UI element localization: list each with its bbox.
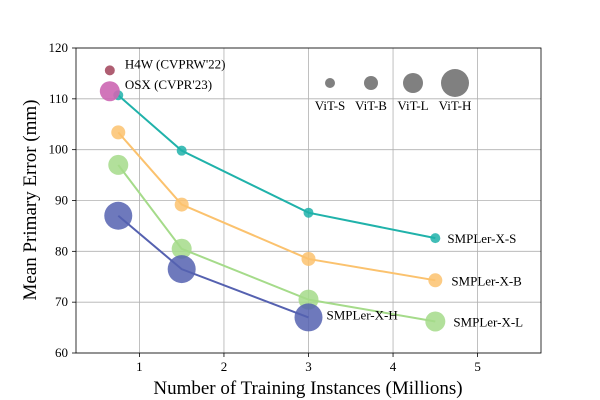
series-label: SMPLer-X-H [327,307,398,322]
size-legend-label: ViT-B [355,98,387,113]
x-tick-label: 4 [390,359,397,374]
series-label: SMPLer-X-S [447,231,516,246]
data-point [430,233,441,244]
axis-ticks: 1 2 3 4 5 60 70 80 90 100 110 120 [49,40,481,374]
size-legend-marker [364,76,378,90]
y-tick-label: 80 [55,243,68,258]
data-point [425,311,446,332]
y-tick-label: 100 [49,142,69,157]
series-line [117,131,436,282]
data-point [104,201,133,230]
y-axis-title: Mean Primary Error (mm) [20,99,41,300]
size-legend-label: ViT-L [397,98,428,113]
size-legend-marker [325,78,335,88]
data-point [174,197,189,212]
baseline-label: H4W (CVPRW'22) [125,56,226,71]
data-points [104,90,446,332]
size-legend-label: ViT-S [315,98,346,113]
data-point [111,125,126,140]
x-tick-label: 3 [305,359,312,374]
size-legend-marker [403,73,423,93]
series-label: SMPLer-X-L [453,314,523,329]
series-label: SMPLer-X-B [451,273,522,288]
data-point [303,207,314,218]
data-point [167,255,196,284]
x-tick-label: 2 [221,359,228,374]
data-point [294,303,323,332]
data-point [301,251,316,266]
y-tick-label: 120 [49,40,69,55]
series-labels: SMPLer-X-S SMPLer-X-B SMPLer-X-L SMPLer-X-H [327,231,524,329]
x-axis-title: Number of Training Instances (Millions) [153,378,462,399]
size-legend-marker [441,69,469,97]
data-point [176,145,187,156]
x-tick-label: 1 [136,359,143,374]
data-point [428,273,443,288]
series-line [117,94,436,240]
series-line [117,164,436,323]
baseline-points: H4W (CVPRW'22) OSX (CVPR'23) [99,56,226,102]
data-point [171,238,192,259]
size-legend: ViT-S ViT-B ViT-L ViT-H [315,69,472,113]
data-point [108,154,129,175]
baseline-label: OSX (CVPR'23) [125,77,212,92]
size-legend-label: ViT-H [439,98,472,113]
y-tick-label: 110 [49,91,68,106]
x-tick-label: 5 [474,359,481,374]
series-lines [117,94,436,323]
baseline-point [99,81,120,102]
y-tick-label: 70 [55,294,68,309]
baseline-point [104,65,115,76]
y-tick-label: 60 [55,345,68,360]
y-tick-label: 90 [55,193,68,208]
